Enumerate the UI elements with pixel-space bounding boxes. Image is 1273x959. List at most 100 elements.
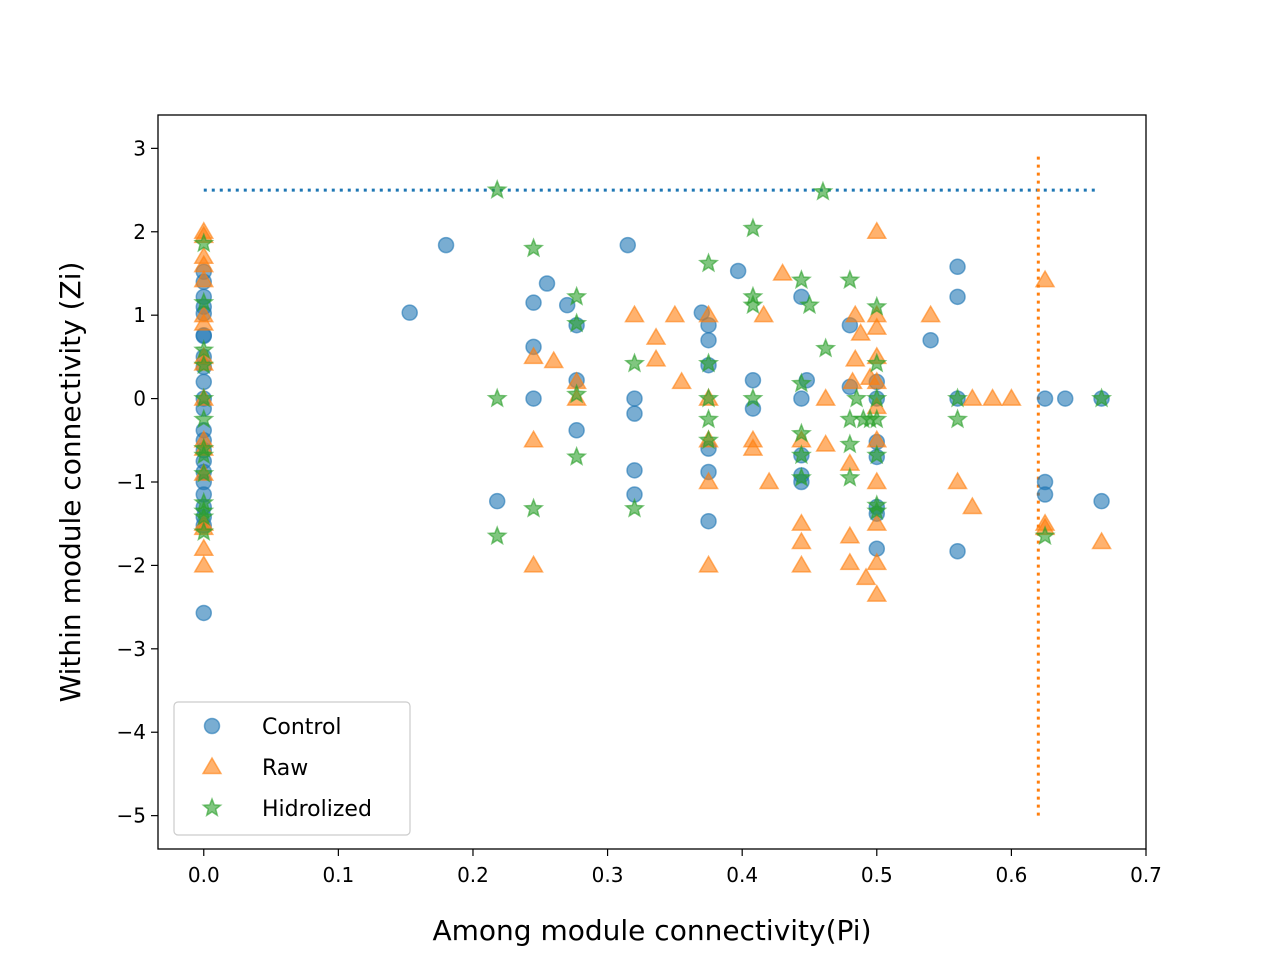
- raw-point: [962, 388, 983, 406]
- control-point: [558, 296, 576, 314]
- hidrolized-point: [193, 444, 215, 465]
- raw-point: [193, 538, 215, 556]
- raw-point: [772, 262, 793, 281]
- control-point: [619, 236, 637, 254]
- hidrolized-point: [486, 179, 508, 200]
- raw-point: [645, 348, 667, 367]
- y-tick-label: 0: [133, 387, 146, 411]
- raw-point: [791, 531, 812, 550]
- raw-point: [742, 438, 764, 456]
- raw-point: [1001, 388, 1022, 406]
- hidrolized-point: [790, 466, 812, 487]
- raw-point: [844, 304, 866, 323]
- raw-point: [193, 313, 215, 331]
- control-point: [488, 492, 506, 510]
- hidrolized-point: [566, 445, 588, 466]
- control-point: [729, 262, 747, 280]
- legend: Control Raw Hidrolized: [173, 701, 411, 836]
- y-tick-label: 1: [133, 303, 146, 327]
- control-point: [1093, 492, 1110, 510]
- control-point: [949, 258, 966, 276]
- raw-point: [947, 471, 968, 490]
- control-point: [626, 390, 643, 407]
- raw-point: [920, 304, 941, 323]
- hidrolized-point: [947, 387, 969, 408]
- x-axis-ticks: 0.0 0.1 0.2 0.3 0.4 0.5 0.6 0.7: [188, 849, 1162, 887]
- raw-point: [962, 496, 983, 515]
- raw-point: [842, 371, 863, 390]
- raw-point: [850, 323, 871, 341]
- raw-point: [1091, 531, 1112, 550]
- x-tick-label: 0.3: [592, 863, 624, 887]
- hidrolized-point: [566, 383, 588, 404]
- hidrolized-point: [566, 285, 588, 306]
- control-point: [401, 304, 418, 321]
- raw-point: [523, 554, 544, 573]
- hidrolized-point: [742, 217, 764, 238]
- x-tick-label: 0.5: [861, 863, 893, 887]
- y-tick-label: −2: [117, 553, 146, 577]
- y-tick-label: −4: [117, 720, 146, 744]
- legend-marker-control: [203, 717, 221, 735]
- control-point: [195, 373, 213, 391]
- raw-point: [844, 348, 866, 367]
- data-points: [193, 179, 1113, 622]
- control-point: [1056, 390, 1074, 407]
- legend-marker-raw: [201, 756, 223, 775]
- hidrolized-point: [742, 387, 764, 408]
- hidrolized-point: [947, 408, 969, 429]
- raw-point: [698, 304, 719, 323]
- raw-point: [855, 567, 877, 586]
- series-hidrolized: [193, 179, 1113, 546]
- raw-point: [791, 513, 812, 531]
- legend-frame: [173, 701, 411, 836]
- x-tick-label: 0.1: [322, 863, 354, 887]
- raw-point: [664, 304, 686, 323]
- hidrolized-point: [812, 180, 834, 201]
- hidrolized-point: [193, 232, 215, 253]
- hidrolized-point: [846, 387, 868, 408]
- x-tick-label: 0.4: [726, 863, 758, 887]
- hidrolized-point: [193, 408, 215, 429]
- x-tick-label: 0.0: [188, 863, 220, 887]
- raw-point: [698, 471, 719, 490]
- control-point: [922, 331, 939, 349]
- control-point: [700, 331, 717, 349]
- raw-point: [193, 269, 215, 288]
- raw-point: [543, 350, 565, 369]
- raw-point: [645, 327, 667, 345]
- y-tick-label: 2: [133, 220, 146, 244]
- control-point: [949, 542, 966, 560]
- y-tick-label: −1: [117, 470, 146, 494]
- control-point: [195, 604, 213, 622]
- hidrolized-point: [486, 387, 508, 408]
- control-point: [525, 294, 542, 311]
- control-point: [1036, 390, 1054, 407]
- raw-point: [1034, 269, 1056, 288]
- control-point: [568, 422, 585, 439]
- legend-label-hidrolized: Hidrolized: [262, 797, 372, 822]
- control-point: [626, 405, 643, 422]
- raw-point: [839, 525, 861, 544]
- hidrolized-point: [193, 505, 215, 526]
- hidrolized-point: [790, 372, 812, 393]
- raw-point: [866, 552, 888, 571]
- control-point: [538, 275, 556, 292]
- control-point: [700, 512, 717, 530]
- control-point: [744, 371, 762, 389]
- raw-point: [982, 388, 1003, 406]
- control-point: [626, 462, 643, 479]
- hidrolized-point: [742, 294, 764, 315]
- legend-label-control: Control: [262, 715, 342, 740]
- y-axis-ticks: 3 2 1 0 −1 −2 −3 −4 −5: [117, 136, 158, 828]
- raw-point: [815, 433, 836, 452]
- hidrolized-point: [839, 466, 861, 487]
- hidrolized-point: [866, 387, 888, 408]
- hidrolized-point: [193, 354, 215, 375]
- x-tick-label: 0.2: [457, 863, 489, 887]
- hidrolized-point: [623, 497, 646, 518]
- raw-point: [866, 317, 888, 335]
- raw-point: [866, 584, 888, 602]
- raw-point: [866, 513, 888, 531]
- control-point: [437, 236, 455, 254]
